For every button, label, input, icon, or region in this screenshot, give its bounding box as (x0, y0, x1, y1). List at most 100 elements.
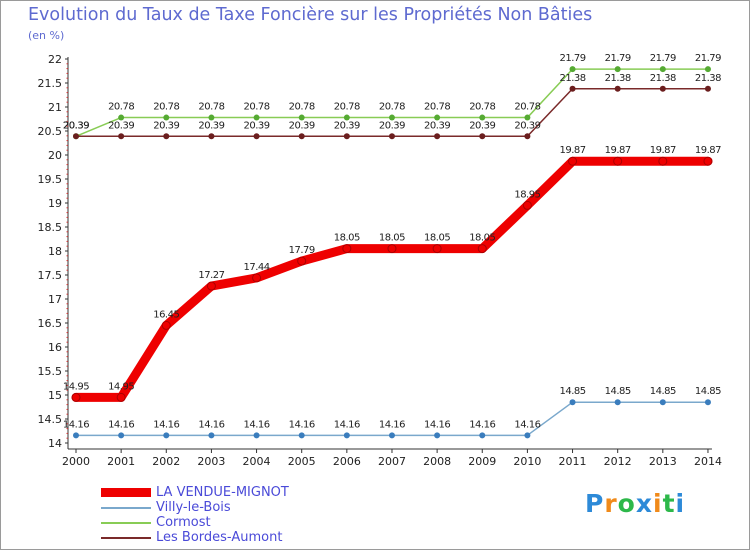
data-label: 20.39 (153, 120, 179, 131)
legend-swatch (101, 506, 151, 509)
data-point (163, 432, 170, 439)
data-point (659, 85, 666, 92)
data-point (298, 432, 305, 439)
data-point (658, 156, 668, 166)
chart-title: Evolution du Taux de Taxe Foncière sur l… (28, 5, 593, 25)
y-tick-label: 16.5 (38, 317, 63, 330)
data-label: 20.39 (198, 120, 224, 131)
data-point (297, 256, 307, 266)
logo-letter: P (585, 489, 605, 518)
data-label: 14.16 (63, 419, 89, 430)
data-label: 14.16 (514, 419, 540, 430)
y-tick-label: 18.5 (38, 221, 63, 234)
data-point (613, 156, 623, 166)
data-point (116, 392, 126, 402)
legend: LA VENDUE-MIGNOT Villy-le-Bois Cormost Les … (101, 485, 289, 545)
data-point (252, 273, 262, 283)
legend-label: Les Bordes-Aumont (156, 530, 283, 545)
legend-label: Villy-le-Bois (156, 500, 231, 515)
data-label: 21.79 (650, 53, 676, 64)
data-point (388, 432, 395, 439)
data-point (434, 432, 441, 439)
y-tick-label: 19 (48, 197, 62, 210)
data-label: 20.78 (198, 102, 224, 113)
data-label: 20.39 (243, 120, 269, 131)
data-label: 21.79 (559, 53, 585, 64)
x-tick-label: 2003 (197, 455, 225, 468)
data-label: 20.39 (63, 120, 89, 131)
data-label: 21.79 (605, 53, 631, 64)
legend-swatch (101, 536, 151, 539)
y-tick-label: 21 (48, 101, 62, 114)
x-tick-label: 2005 (288, 455, 316, 468)
data-point (163, 114, 170, 121)
data-label: 19.87 (695, 145, 721, 156)
data-label: 14.85 (695, 386, 721, 397)
y-tick-label: 15.5 (38, 365, 63, 378)
legend-label: Cormost (156, 515, 211, 530)
data-point (568, 156, 578, 166)
data-label: 14.16 (243, 419, 269, 430)
data-label: 19.87 (650, 145, 676, 156)
logo-letter: i (653, 489, 663, 518)
x-tick-label: 2011 (559, 455, 587, 468)
data-label: 18.95 (514, 189, 540, 200)
x-tick-label: 2002 (152, 455, 180, 468)
data-point (387, 244, 397, 254)
data-point (163, 133, 170, 140)
y-tick-label: 17.5 (38, 269, 63, 282)
data-point (118, 114, 125, 121)
data-label: 18.05 (379, 233, 405, 244)
data-label: 21.38 (650, 73, 676, 84)
data-label: 20.39 (469, 120, 495, 131)
data-label: 18.05 (469, 233, 495, 244)
data-point (253, 133, 260, 140)
y-tick-label: 15 (48, 389, 62, 402)
data-point (479, 432, 486, 439)
legend-item: Cormost (101, 515, 289, 530)
data-label: 17.44 (243, 262, 269, 273)
data-point (522, 200, 532, 210)
logo-letter: x (635, 489, 653, 518)
x-tick-label: 2000 (62, 455, 90, 468)
logo-letter: i (675, 489, 686, 518)
data-label: 14.85 (650, 386, 676, 397)
x-tick-label: 2012 (604, 455, 632, 468)
data-label: 17.79 (289, 245, 315, 256)
data-point (704, 399, 711, 406)
data-point (388, 133, 395, 140)
data-point (614, 399, 621, 406)
x-tick-label: 2014 (694, 455, 722, 468)
data-label: 14.16 (334, 419, 360, 430)
data-label: 17.27 (198, 270, 224, 281)
data-label: 20.78 (243, 102, 269, 113)
data-label: 20.78 (424, 102, 450, 113)
data-point (569, 399, 576, 406)
data-point (253, 432, 260, 439)
data-label: 20.78 (334, 102, 360, 113)
data-point (71, 392, 81, 402)
data-label: 20.78 (289, 102, 315, 113)
y-tick-label: 14 (48, 437, 62, 450)
data-point (432, 244, 442, 254)
data-label: 20.39 (424, 120, 450, 131)
data-label: 20.39 (379, 120, 405, 131)
data-label: 19.87 (605, 145, 631, 156)
data-point (569, 66, 576, 73)
proxiti-logo: Proxiti (585, 489, 685, 518)
data-label: 18.05 (334, 233, 360, 244)
logo-letter: t (662, 489, 676, 518)
data-label: 19.87 (559, 145, 585, 156)
x-tick-label: 2001 (107, 455, 135, 468)
data-label: 14.16 (108, 419, 134, 430)
data-point (659, 66, 666, 73)
data-label: 20.39 (63, 120, 89, 131)
y-tick-label: 17 (48, 293, 62, 306)
x-tick-label: 2008 (423, 455, 451, 468)
x-tick-label: 2006 (333, 455, 361, 468)
data-label: 18.05 (424, 233, 450, 244)
x-tick-label: 2013 (649, 455, 677, 468)
data-point (208, 114, 215, 121)
